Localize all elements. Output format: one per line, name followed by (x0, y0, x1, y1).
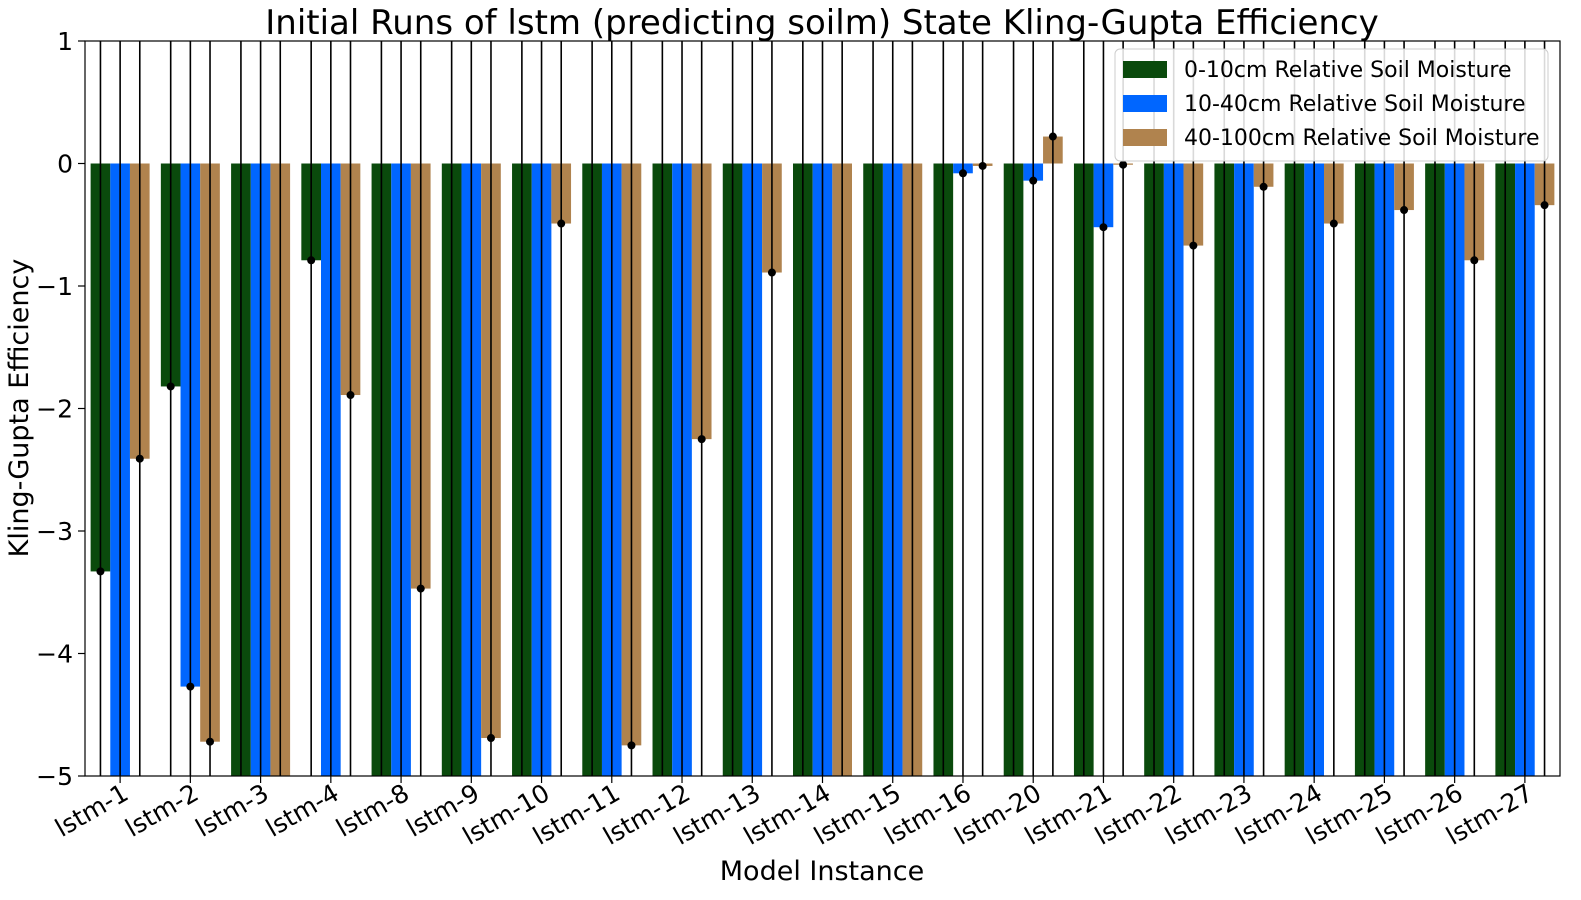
point-lstm-20-series-3 (1048, 132, 1057, 141)
y-tick-label: −5 (36, 762, 73, 791)
y-tick-label: −4 (36, 640, 73, 669)
point-lstm-25-series-3 (1400, 206, 1409, 215)
y-tick-label: 0 (57, 150, 73, 179)
legend-label-series-2: 10-40cm Relative Soil Moisture (1184, 92, 1525, 117)
point-lstm-9-series-3 (486, 734, 495, 743)
legend-swatch-series-1 (1123, 61, 1167, 78)
point-lstm-10-series-3 (557, 219, 566, 228)
y-tick-label: −1 (36, 272, 73, 301)
point-lstm-2-series-2 (186, 682, 195, 691)
point-lstm-8-series-3 (416, 584, 425, 593)
point-lstm-22-series-3 (1189, 241, 1198, 250)
legend: 0-10cm Relative Soil Moisture 10-40cm Rel… (1114, 48, 1549, 162)
point-lstm-2-series-1 (166, 382, 175, 391)
point-lstm-1-series-3 (135, 454, 144, 463)
point-lstm-2-series-3 (206, 737, 215, 746)
point-lstm-12-series-3 (697, 435, 706, 444)
x-tick-label: lstm-2 (120, 778, 203, 843)
point-lstm-24-series-3 (1329, 219, 1338, 228)
x-axis: lstm-1lstm-2lstm-3lstm-4lstm-8lstm-9lstm… (50, 776, 1538, 851)
point-lstm-21-series-3 (1119, 160, 1128, 169)
y-tick-label: 1 (57, 27, 73, 56)
x-tick-label: lstm-4 (261, 778, 344, 843)
x-tick-label: lstm-8 (331, 778, 414, 843)
chart-title: Initial Runs of lstm (predicting soilm) … (265, 3, 1379, 43)
point-lstm-21-series-2 (1099, 223, 1108, 232)
point-lstm-11-series-3 (627, 741, 636, 750)
point-lstm-20-series-2 (1029, 176, 1038, 185)
x-axis-label: Model Instance (720, 856, 925, 887)
legend-box (1114, 48, 1549, 162)
point-lstm-26-series-3 (1470, 256, 1479, 265)
point-lstm-13-series-3 (767, 268, 776, 277)
plot-area (90, 41, 1555, 776)
point-lstm-23-series-3 (1259, 182, 1268, 191)
y-tick-label: −2 (36, 395, 73, 424)
x-tick-label: lstm-3 (191, 778, 274, 843)
point-lstm-4-series-3 (346, 391, 355, 400)
point-lstm-4-series-1 (307, 256, 316, 265)
point-lstm-16-series-2 (958, 169, 967, 178)
y-tick-label: −3 (36, 517, 73, 546)
point-lstm-1-series-1 (96, 567, 105, 576)
point-lstm-27-series-3 (1540, 201, 1549, 210)
legend-swatch-series-2 (1123, 95, 1167, 112)
legend-label-series-3: 40-100cm Relative Soil Moisture (1184, 126, 1539, 151)
legend-swatch-series-3 (1123, 129, 1167, 146)
point-lstm-16-series-3 (978, 161, 987, 170)
legend-label-series-1: 0-10cm Relative Soil Moisture (1184, 58, 1512, 83)
y-axis-label: Kling-Gupta Efficiency (4, 259, 35, 558)
y-axis: 1 0 −1 −2 −3 −4 −5 (36, 27, 85, 791)
